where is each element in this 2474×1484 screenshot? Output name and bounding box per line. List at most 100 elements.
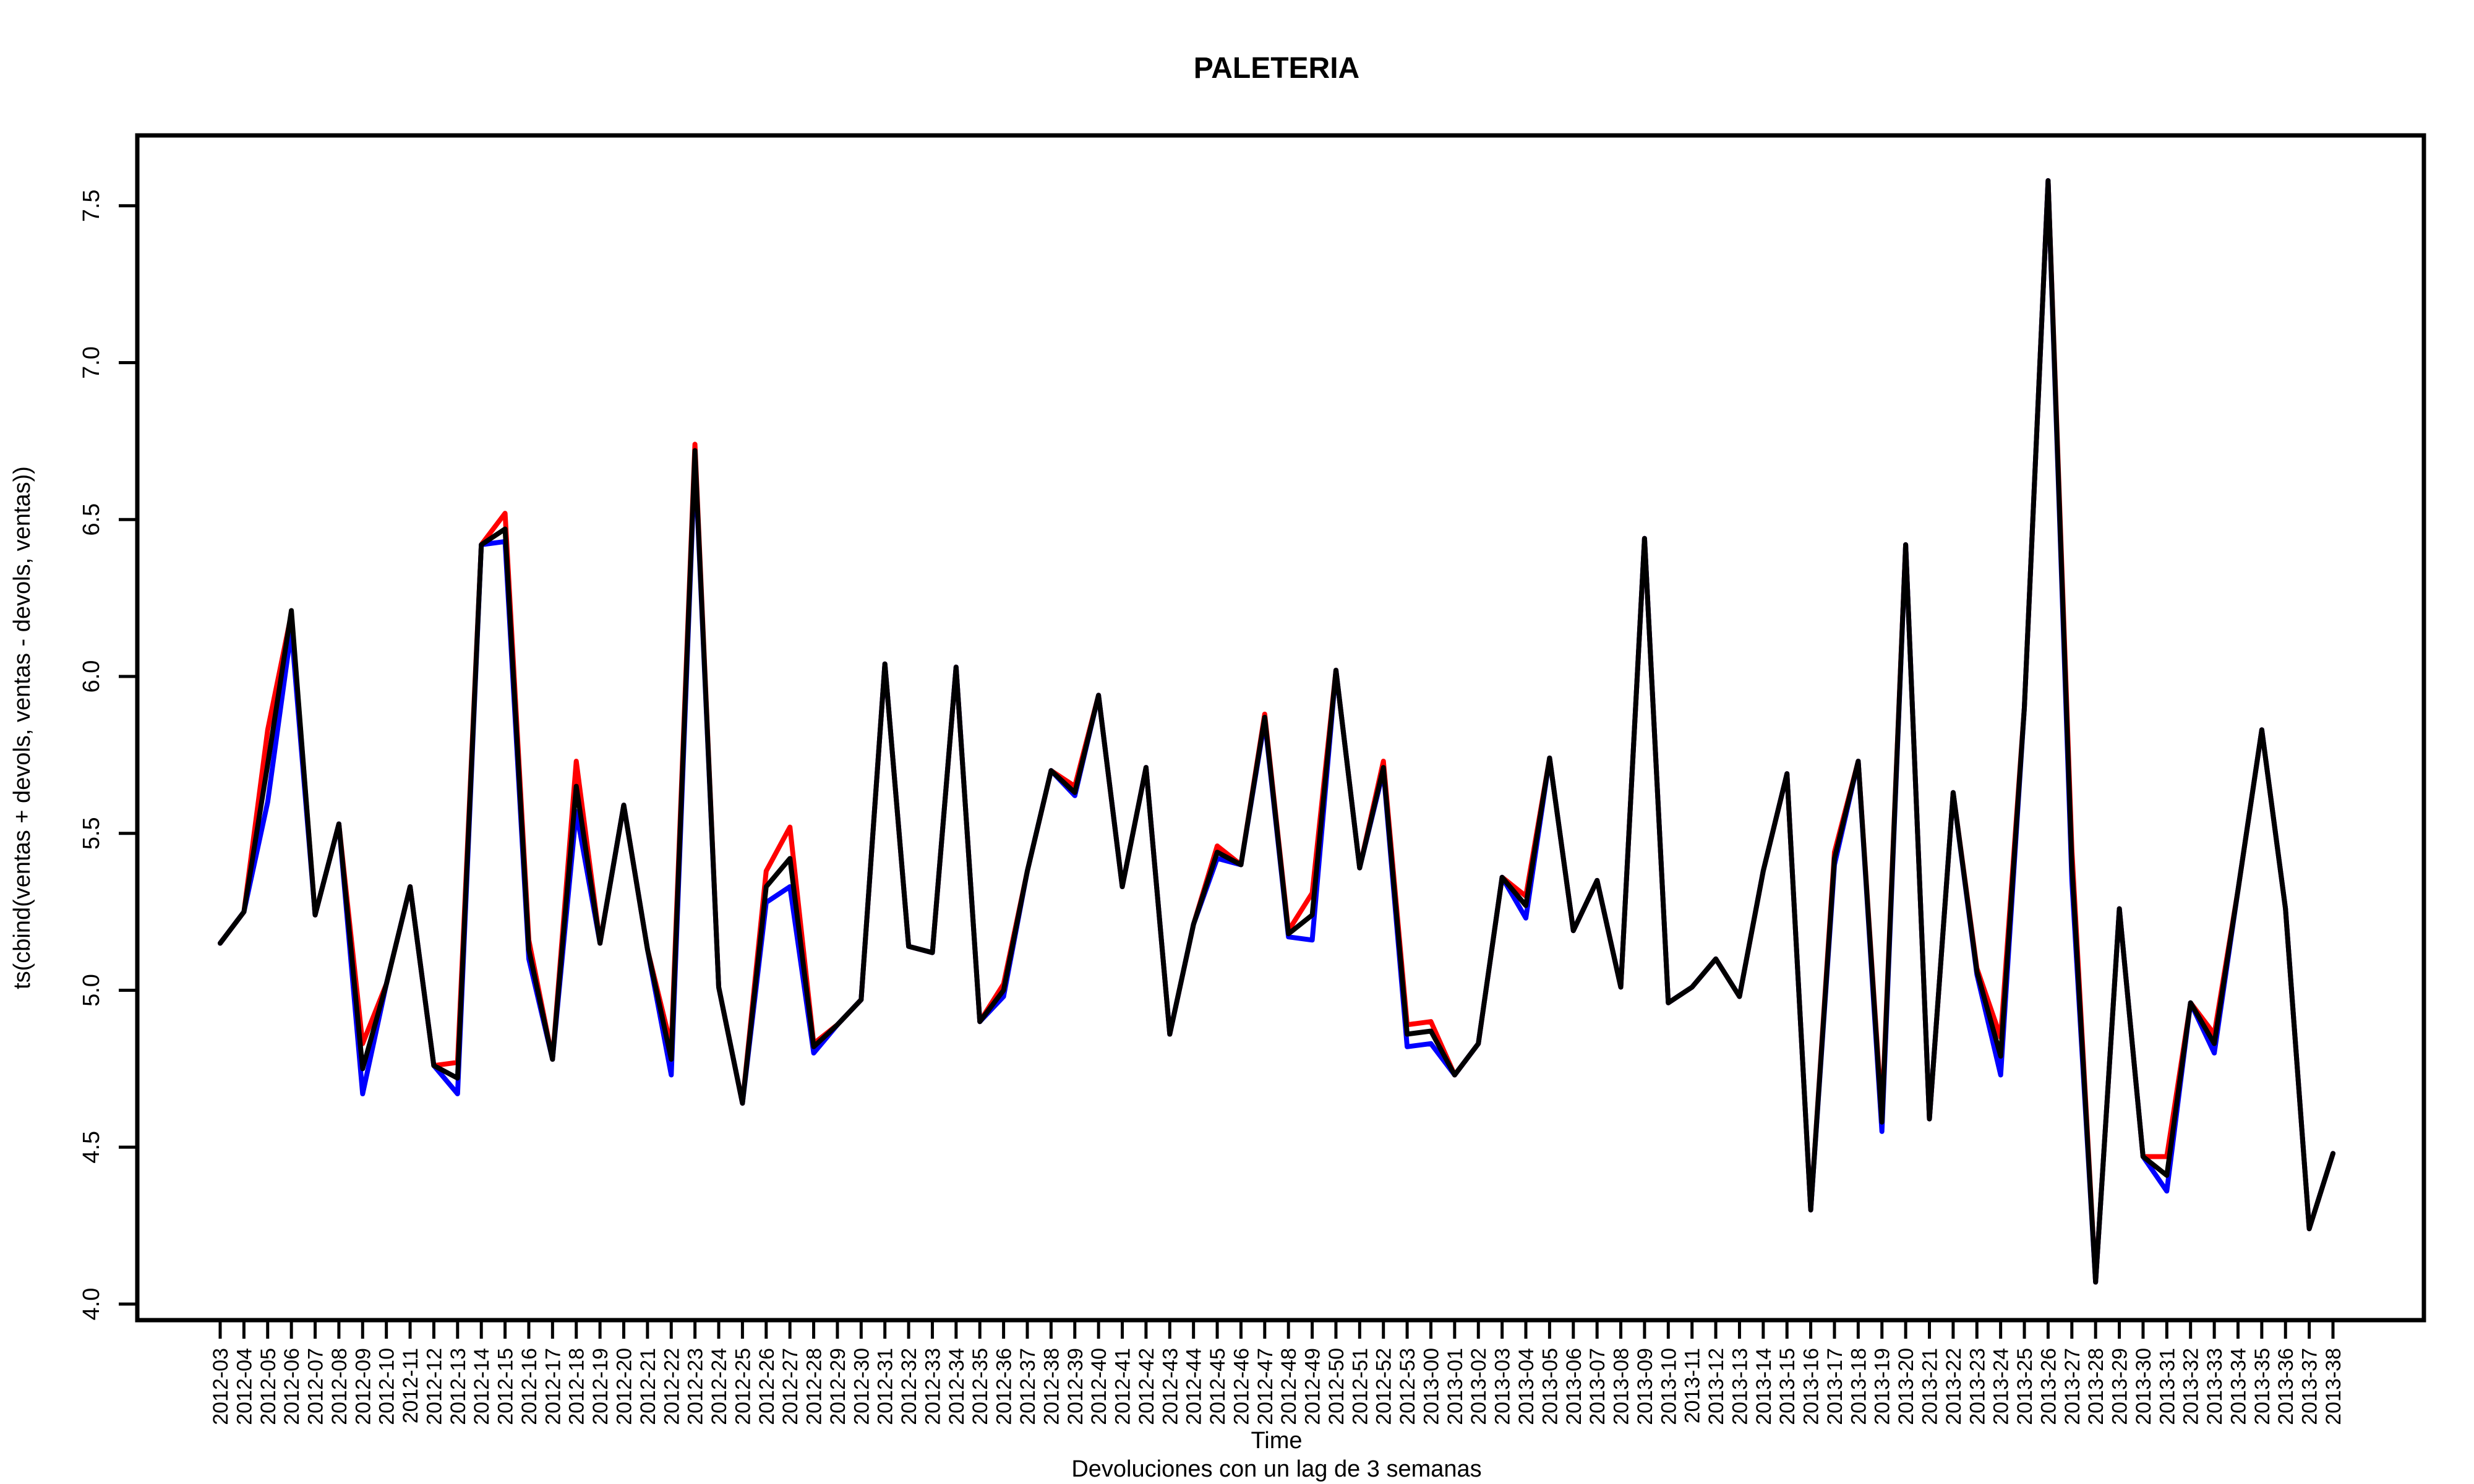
x-tick-label: 2012-05 [257,1348,280,1425]
x-tick-label: 2012-09 [351,1348,375,1425]
x-tick-label: 2012-15 [494,1348,518,1425]
x-tick-label: 2012-21 [636,1348,660,1425]
y-tick-label: 7.5 [79,189,105,222]
x-tick-label: 2012-32 [897,1348,921,1425]
x-tick-label: 2013-15 [1776,1348,1799,1425]
plot-frame [135,133,2426,1323]
y-axis: 4.0 4.5 5.0 5.5 6.0 6.5 7.0 7.5 [79,189,139,1321]
x-tick-label: 2012-06 [280,1348,304,1425]
x-tick-label: 2012-03 [209,1348,233,1425]
y-tick-label: 5.0 [79,974,105,1007]
x-tick-label: 2013-34 [2227,1348,2250,1425]
x-tick-label: 2012-53 [1396,1348,1419,1425]
x-tick-label: 2013-01 [1444,1348,1467,1425]
y-tick-label: 4.0 [79,1288,105,1321]
y-tick-label: 5.5 [79,817,105,850]
series-line-1 [218,178,2335,1285]
x-tick-label: 2012-16 [518,1348,541,1425]
x-tick-label: 2013-29 [2108,1348,2132,1425]
x-tick-label: 2013-21 [1919,1348,1942,1425]
x-axis-label: Time [1251,1428,1302,1454]
x-tick-label: 2013-06 [1562,1348,1586,1425]
x-tick-label: 2013-31 [2155,1348,2179,1425]
x-tick-label: 2013-20 [1894,1348,1918,1425]
x-tick-label: 2013-16 [1800,1348,1823,1425]
x-tick-label: 2013-02 [1467,1348,1491,1425]
x-tick-label: 2013-13 [1728,1348,1752,1425]
x-tick-label: 2012-39 [1064,1348,1087,1425]
y-axis-label: ts(cbind(ventas + devols, ventas - devol… [9,466,35,989]
x-tick-label: 2012-20 [612,1348,636,1425]
x-tick-label: 2012-35 [969,1348,992,1425]
chart-subtitle: Devoluciones con un lag de 3 semanas [1071,1456,1481,1482]
x-tick-label: 2012-33 [921,1348,944,1425]
x-tick-label: 2012-42 [1135,1348,1158,1425]
x-tick-label: 2013-26 [2037,1348,2060,1425]
x-tick-label: 2013-25 [2013,1348,2037,1425]
x-axis: 2012-03 2012-04 2012-05 2012-06 2012-07 2012-… [209,1318,2345,1425]
x-tick-label: 2013-27 [2061,1348,2084,1425]
x-tick-label: 2012-22 [660,1348,683,1425]
x-tick-label: 2012-28 [803,1348,826,1425]
x-tick-label: 2012-08 [328,1348,351,1425]
chart-title: PALETERIA [1194,52,1359,85]
x-tick-label: 2013-38 [2322,1348,2345,1425]
x-tick-label: 2013-09 [1633,1348,1657,1425]
x-tick-label: 2012-26 [755,1348,779,1425]
x-tick-label: 2013-23 [1966,1348,1989,1425]
x-tick-label: 2012-41 [1111,1348,1135,1425]
x-tick-label: 2012-40 [1087,1348,1111,1425]
x-tick-label: 2012-13 [447,1348,470,1425]
x-tick-label: 2012-29 [826,1348,850,1425]
x-tick-label: 2013-18 [1847,1348,1870,1425]
x-tick-label: 2013-12 [1705,1348,1728,1425]
x-tick-label: 2012-37 [1016,1348,1040,1425]
x-tick-label: 2013-03 [1491,1348,1515,1425]
x-tick-label: 2012-24 [708,1348,731,1425]
x-tick-label: 2013-19 [1871,1348,1894,1425]
x-tick-label: 2012-17 [541,1348,565,1425]
x-tick-label: 2012-47 [1254,1348,1277,1425]
x-tick-label: 2012-36 [993,1348,1016,1425]
x-tick-label: 2013-37 [2298,1348,2322,1425]
x-tick-label: 2013-24 [1990,1348,2013,1425]
x-tick-label: 2012-23 [684,1348,708,1425]
x-tick-label: 2013-22 [1942,1348,1966,1425]
x-tick-label: 2012-11 [399,1348,422,1423]
x-tick-label: 2013-28 [2084,1348,2108,1425]
x-tick-label: 2013-36 [2274,1348,2298,1425]
x-tick-label: 2012-12 [422,1348,446,1425]
x-tick-label: 2012-51 [1348,1348,1372,1425]
x-tick-label: 2013-35 [2251,1348,2274,1425]
x-tick-label: 2013-11 [1681,1348,1705,1423]
x-tick-label: 2012-52 [1372,1348,1396,1425]
x-tick-label: 2013-08 [1610,1348,1633,1425]
x-tick-label: 2012-49 [1301,1348,1325,1425]
x-tick-label: 2012-25 [731,1348,755,1425]
x-tick-label: 2012-31 [874,1348,897,1425]
x-tick-label: 2012-38 [1040,1348,1063,1425]
series-line-2 [218,178,2335,1285]
y-tick-label: 7.0 [79,346,105,379]
x-tick-label: 2013-00 [1419,1348,1443,1425]
x-tick-label: 2012-04 [233,1348,256,1425]
x-tick-label: 2012-46 [1230,1348,1253,1425]
x-tick-label: 2012-07 [304,1348,328,1425]
x-tick-label: 2013-33 [2203,1348,2227,1425]
series-lines [218,178,2335,1285]
x-tick-label: 2012-19 [589,1348,612,1425]
x-tick-label: 2012-14 [470,1348,494,1425]
x-tick-label: 2013-32 [2180,1348,2203,1425]
x-tick-label: 2013-04 [1515,1348,1538,1425]
series-line-3 [218,178,2335,1285]
x-tick-label: 2013-07 [1586,1348,1609,1425]
x-tick-label: 2013-10 [1657,1348,1680,1425]
y-tick-label: 6.0 [79,660,105,693]
x-tick-label: 2012-50 [1325,1348,1348,1425]
y-tick-label: 6.5 [79,503,105,536]
x-tick-label: 2012-18 [565,1348,589,1425]
x-tick-label: 2012-44 [1183,1348,1206,1425]
x-tick-label: 2012-45 [1206,1348,1230,1425]
x-tick-label: 2012-34 [945,1348,969,1425]
